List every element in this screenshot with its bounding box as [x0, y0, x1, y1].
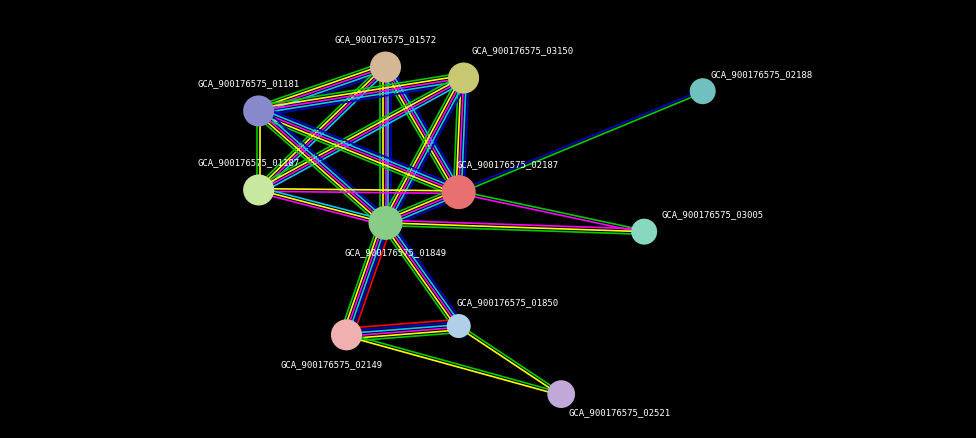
Text: GCA_900176575_02149: GCA_900176575_02149: [281, 359, 383, 368]
Point: [695, 88, 711, 95]
Point: [251, 187, 266, 194]
Point: [553, 391, 569, 398]
Point: [451, 323, 467, 330]
Text: GCA_900176575_02188: GCA_900176575_02188: [711, 70, 812, 79]
Text: GCA_900176575_01572: GCA_900176575_01572: [335, 35, 436, 44]
Text: GCA_900176575_01850: GCA_900176575_01850: [457, 298, 558, 307]
Text: GCA_900176575_03150: GCA_900176575_03150: [471, 46, 573, 55]
Text: GCA_900176575_01849: GCA_900176575_01849: [345, 247, 446, 256]
Point: [636, 229, 652, 236]
Point: [378, 64, 393, 71]
Text: GCA_900176575_01187: GCA_900176575_01187: [198, 158, 300, 166]
Point: [456, 75, 471, 82]
Point: [251, 108, 266, 115]
Text: GCA_900176575_03005: GCA_900176575_03005: [662, 210, 763, 219]
Text: GCA_900176575_02187: GCA_900176575_02187: [457, 160, 558, 169]
Text: GCA_900176575_02521: GCA_900176575_02521: [569, 407, 671, 416]
Point: [451, 189, 467, 196]
Point: [378, 220, 393, 227]
Point: [339, 332, 354, 339]
Text: GCA_900176575_01181: GCA_900176575_01181: [198, 79, 300, 88]
